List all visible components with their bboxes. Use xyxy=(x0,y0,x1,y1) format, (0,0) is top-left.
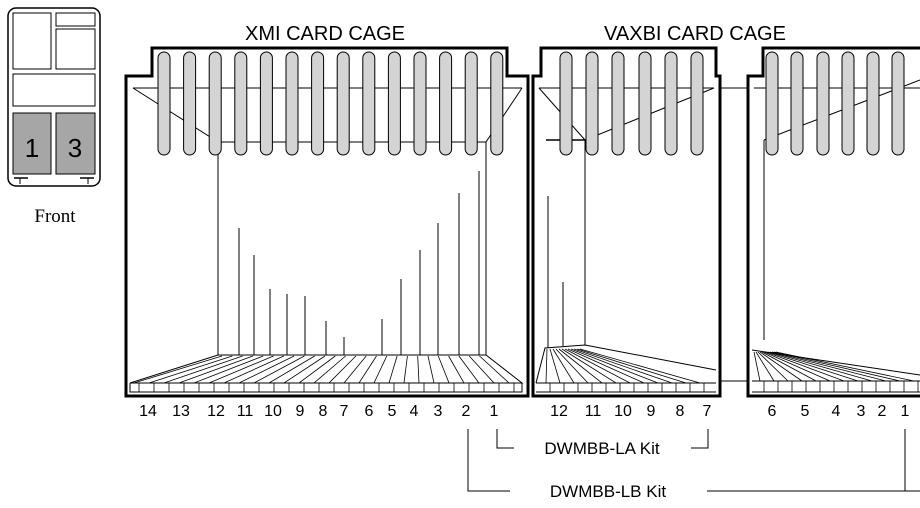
slot-connector xyxy=(866,51,880,156)
dwmbb-la-kit-label: DWMBB-LA Kit xyxy=(544,439,660,458)
cabinet-slot-1 xyxy=(12,112,52,175)
vaxbi-cage-title: VAXBI CARD CAGE xyxy=(604,23,786,45)
dwmbb-lb-kit-label: DWMBB-LB Kit xyxy=(550,482,666,501)
xmi-slot-number: 3 xyxy=(434,403,443,420)
xmi-slot-number: 14 xyxy=(139,403,157,420)
slot-connector xyxy=(765,51,779,156)
dwmbb-lb-kit-bracket xyxy=(467,429,920,492)
slot-connector xyxy=(664,51,678,156)
slot-connector xyxy=(690,51,704,156)
vaxbi-right-slot-connectors xyxy=(765,51,905,156)
vaxbi-card-cage-left xyxy=(531,46,722,398)
slot-connector xyxy=(585,51,599,156)
xmi-slot-number: 12 xyxy=(207,403,225,420)
xmi-slot-numbers: 14 13 12 11 10 9 8 7 6 5 4 3 2 1 xyxy=(139,403,498,420)
xmi-slot-number: 7 xyxy=(340,403,349,420)
slot-connector xyxy=(841,51,855,156)
slot-connector xyxy=(439,51,453,156)
cabinet-front-icon: 1 3 xyxy=(7,7,101,187)
slot-connector xyxy=(336,51,350,156)
xmi-cage-title: XMI CARD CAGE xyxy=(245,23,405,45)
vaxbi-slot-number: 7 xyxy=(703,403,712,420)
vaxbi-left-floor-guides xyxy=(545,348,705,392)
cabinet-slot-3 xyxy=(55,112,96,175)
xmi-slot-number: 13 xyxy=(172,403,190,420)
xmi-card-cage xyxy=(124,46,530,398)
xmi-slot-number: 2 xyxy=(462,403,471,420)
vaxbi-card-cage-right xyxy=(746,46,920,398)
xmi-slot-number: 4 xyxy=(410,403,419,420)
slot-connector xyxy=(234,51,248,156)
vaxbi-slot-number: 9 xyxy=(647,403,656,420)
slot-connector xyxy=(285,51,299,156)
vaxbi-slot-number: 8 xyxy=(676,403,685,420)
xmi-slot-number: 10 xyxy=(264,403,282,420)
slot-connector xyxy=(790,51,804,156)
slot-connector xyxy=(413,51,427,156)
slot-connector xyxy=(259,51,273,156)
xmi-slot-connectors xyxy=(157,51,504,156)
vaxbi-right-floor-guides xyxy=(753,351,919,392)
slot-connector xyxy=(157,51,171,156)
slot-connector xyxy=(183,51,197,156)
slot-connector xyxy=(311,51,325,156)
xmi-slot-number: 6 xyxy=(365,403,374,420)
vaxbi-slot-number: 1 xyxy=(901,403,910,420)
slot-connector xyxy=(490,51,504,156)
slot-connector xyxy=(208,51,222,156)
xmi-slot-number: 11 xyxy=(237,403,254,420)
slot-connector xyxy=(891,51,905,156)
xmi-card-guides xyxy=(238,171,480,355)
vaxbi-right-slot-numbers: 6 5 4 3 2 1 xyxy=(768,403,910,420)
vaxbi-slot-number: 2 xyxy=(878,403,887,420)
cabinet-slot-1-label: 1 xyxy=(25,133,39,163)
vaxbi-slot-number: 10 xyxy=(614,403,632,420)
vaxbi-slot-number: 5 xyxy=(801,403,810,420)
vaxbi-left-card-guides xyxy=(547,196,564,348)
vaxbi-slot-number: 11 xyxy=(585,403,602,420)
slot-connector xyxy=(559,51,573,156)
vaxbi-left-slot-numbers: 12 11 10 9 8 7 xyxy=(550,403,711,420)
slot-connector xyxy=(816,51,830,156)
slot-connector xyxy=(387,51,401,156)
vaxbi-left-slot-connectors xyxy=(559,51,704,156)
vaxbi-slot-number: 3 xyxy=(857,403,866,420)
xmi-slot-number: 5 xyxy=(388,403,397,420)
slot-connector xyxy=(611,51,625,156)
slot-connector xyxy=(638,51,652,156)
xmi-slot-number: 9 xyxy=(296,403,305,420)
vaxbi-slot-number: 12 xyxy=(550,403,568,420)
vaxbi-slot-number: 4 xyxy=(832,403,841,420)
dwmbb-la-kit-bracket xyxy=(496,429,709,449)
xmi-slot-number: 1 xyxy=(490,403,499,420)
vaxbi-slot-number: 6 xyxy=(768,403,777,420)
cabinet-slot-3-label: 3 xyxy=(68,133,82,163)
slot-connector xyxy=(464,51,478,156)
xmi-floor-guides xyxy=(133,355,515,392)
slot-connector xyxy=(362,51,376,156)
front-label: Front xyxy=(34,206,76,227)
xmi-slot-number: 8 xyxy=(319,403,328,420)
